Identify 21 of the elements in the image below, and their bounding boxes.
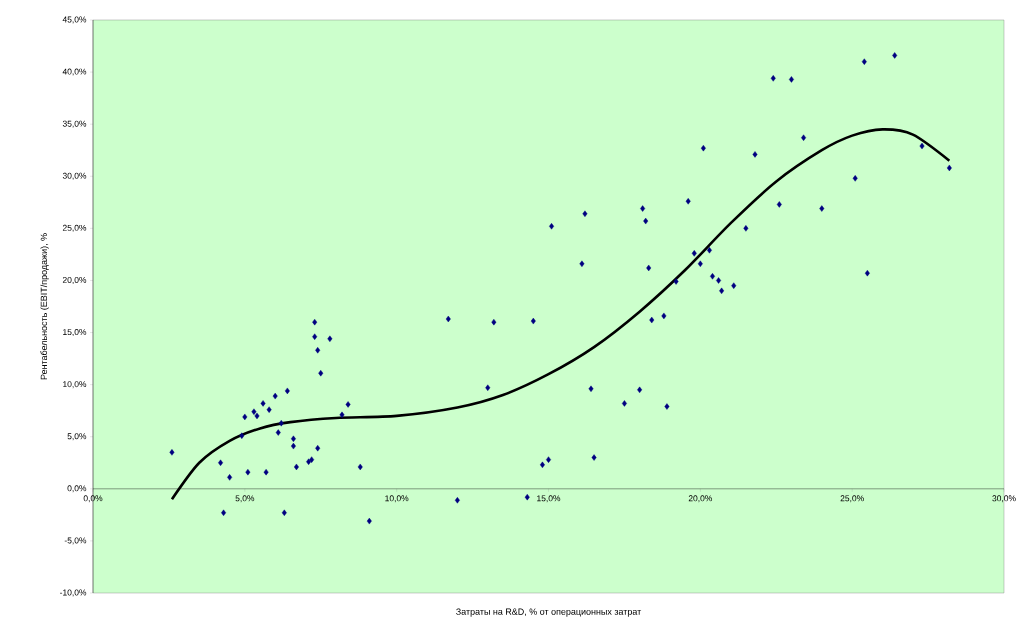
x-tick-label: 0,0%: [83, 495, 103, 503]
y-tick-label: 20,0%: [62, 276, 87, 284]
x-tick-label: 5,0%: [235, 495, 255, 503]
x-tick-label: 25,0%: [840, 495, 864, 503]
y-tick-label: 25,0%: [62, 224, 87, 232]
x-tick-label: 20,0%: [688, 495, 713, 503]
y-tick-label: 40,0%: [62, 68, 87, 76]
x-axis-title: Затраты на R&D, % от операционных затрат: [456, 608, 642, 617]
y-tick-label: 5,0%: [67, 433, 87, 441]
y-tick-label: -10,0%: [60, 589, 87, 597]
y-tick-label: 30,0%: [62, 172, 87, 180]
y-tick-label: 15,0%: [63, 329, 87, 337]
y-tick-label: 0,0%: [67, 485, 87, 493]
x-tick-label: 15,0%: [537, 495, 561, 503]
y-tick-label: 35,0%: [62, 120, 87, 128]
y-axis-title: Рентабельность (EBIT/продажи), %: [40, 233, 49, 380]
x-tick-label: 10,0%: [385, 495, 409, 503]
y-tick-label: 10,0%: [63, 381, 87, 389]
y-tick-label: -5,0%: [64, 537, 87, 545]
x-tick-label: 30,0%: [992, 495, 1016, 503]
y-tick-label: 45,0%: [62, 16, 87, 24]
